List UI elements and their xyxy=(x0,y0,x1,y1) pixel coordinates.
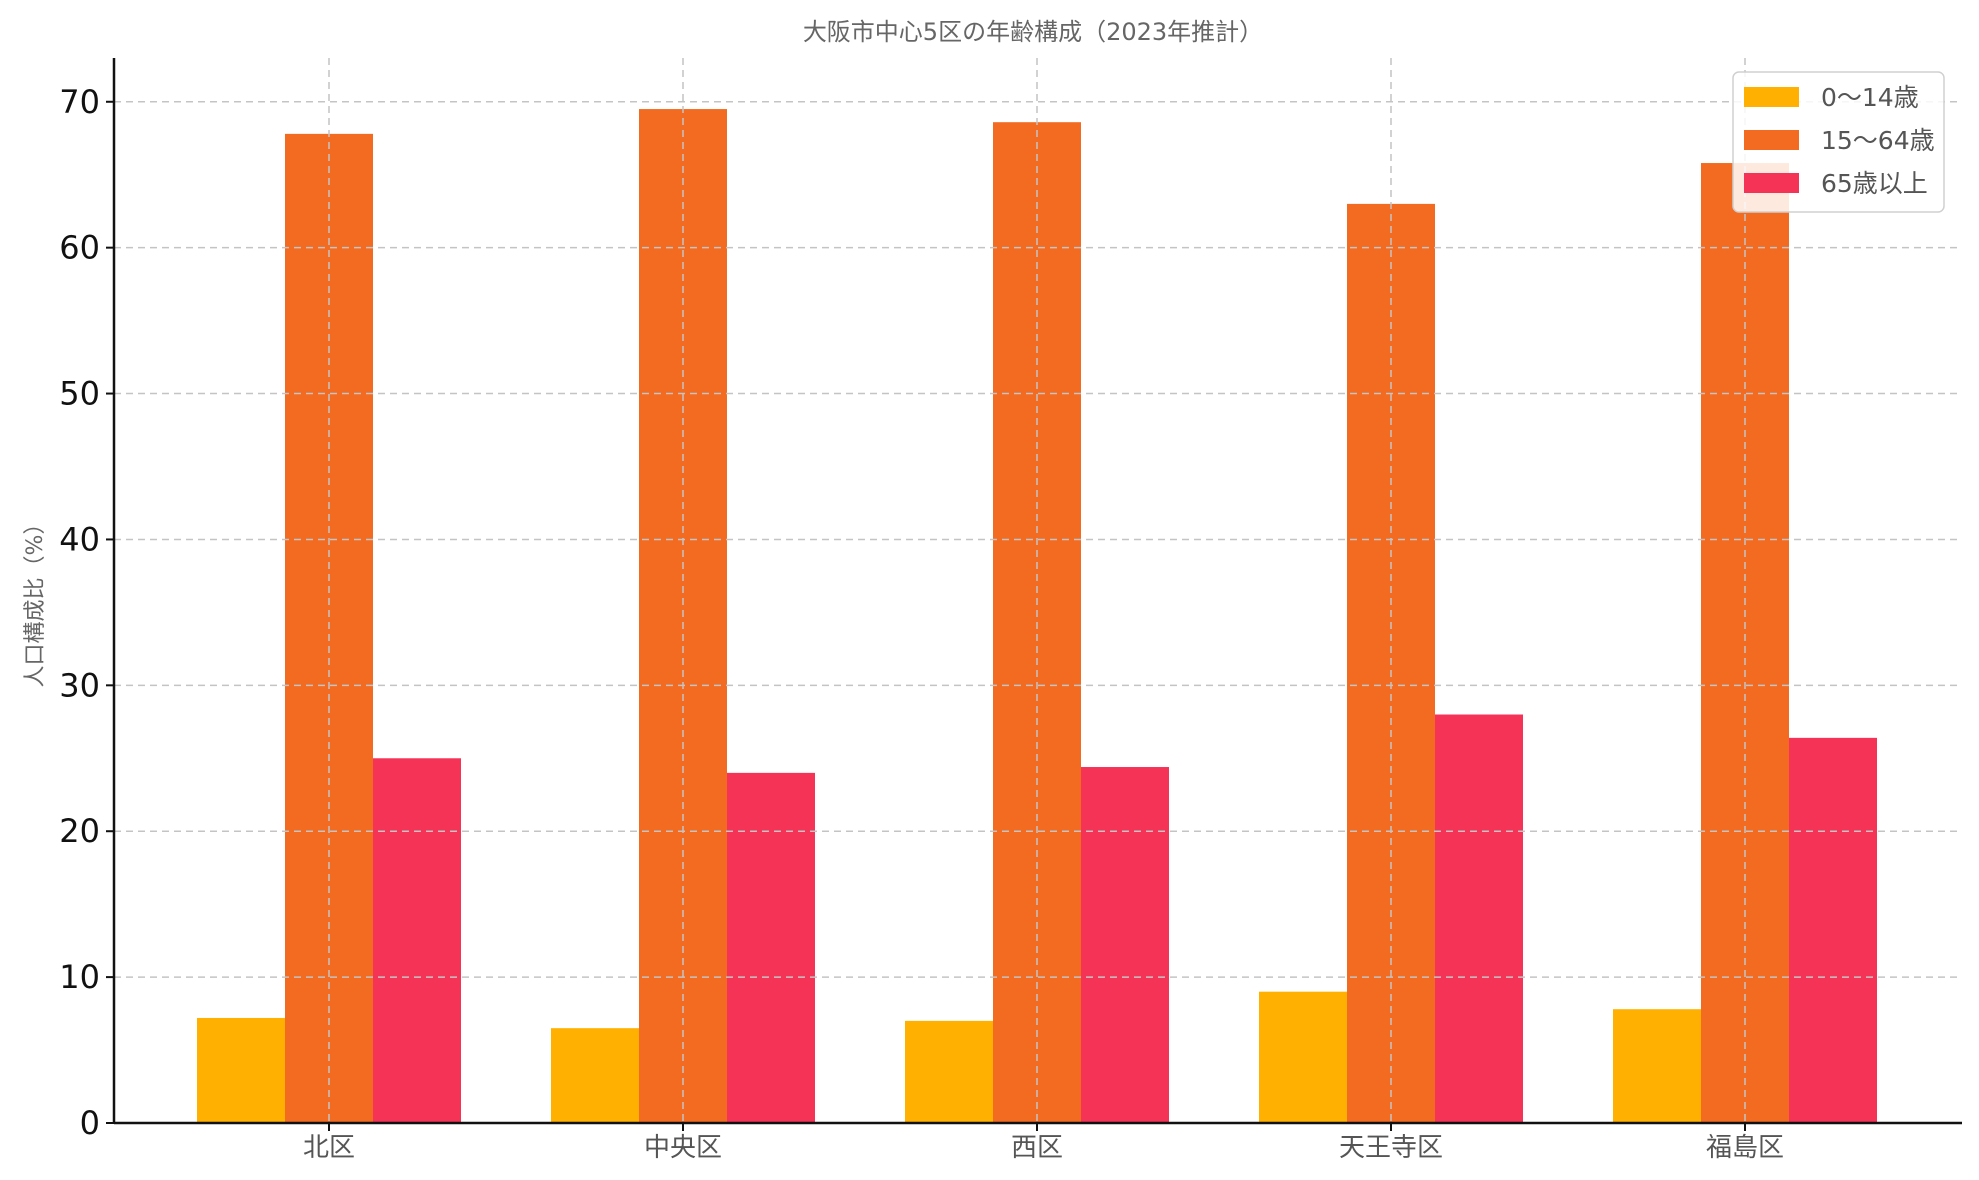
y-tick-label: 60 xyxy=(59,229,100,267)
bar xyxy=(1701,163,1789,1124)
bar xyxy=(197,1017,285,1123)
axes xyxy=(106,58,1962,1131)
bar xyxy=(1081,767,1169,1123)
x-tick-label: 北区 xyxy=(303,1133,355,1163)
x-tick-labels: 北区 中央区 西区 天王寺区 福島区 xyxy=(303,1133,1784,1163)
y-tick-label: 40 xyxy=(59,520,100,558)
legend-swatch xyxy=(1744,130,1799,150)
gridlines xyxy=(114,58,1962,1123)
chart-title: 大阪市中心5区の年齢構成（2023年推計） xyxy=(803,18,1263,46)
bar xyxy=(1613,1009,1701,1123)
bar xyxy=(1259,991,1347,1123)
bar xyxy=(905,1020,993,1123)
x-tick-label: 西区 xyxy=(1011,1133,1063,1163)
y-tick-labels: 0 10 20 30 40 50 60 70 xyxy=(59,83,100,1142)
x-tick-label: 中央区 xyxy=(644,1133,722,1163)
y-tick-label: 20 xyxy=(59,812,100,850)
bar xyxy=(727,772,815,1123)
legend: 0〜14歳 15〜64歳 65歳以上 xyxy=(1732,71,1945,213)
x-tick-label: 天王寺区 xyxy=(1339,1133,1443,1163)
legend-label: 65歳以上 xyxy=(1821,169,1928,198)
y-tick-label: 10 xyxy=(59,958,100,996)
bar xyxy=(1435,714,1523,1123)
y-tick-label: 70 xyxy=(59,83,100,121)
y-tick-label: 30 xyxy=(59,666,100,704)
legend-label: 15〜64歳 xyxy=(1821,126,1935,155)
bar xyxy=(1789,737,1877,1123)
y-tick-label: 0 xyxy=(80,1104,100,1142)
bar xyxy=(373,758,461,1123)
legend-swatch xyxy=(1744,87,1799,107)
legend-label: 0〜14歳 xyxy=(1821,83,1919,112)
legend-swatch xyxy=(1744,173,1799,193)
y-tick-label: 50 xyxy=(59,375,100,413)
y-axis-label: 人口構成比（%） xyxy=(23,513,48,688)
x-tick-label: 福島区 xyxy=(1706,1133,1784,1163)
bar xyxy=(551,1028,639,1123)
